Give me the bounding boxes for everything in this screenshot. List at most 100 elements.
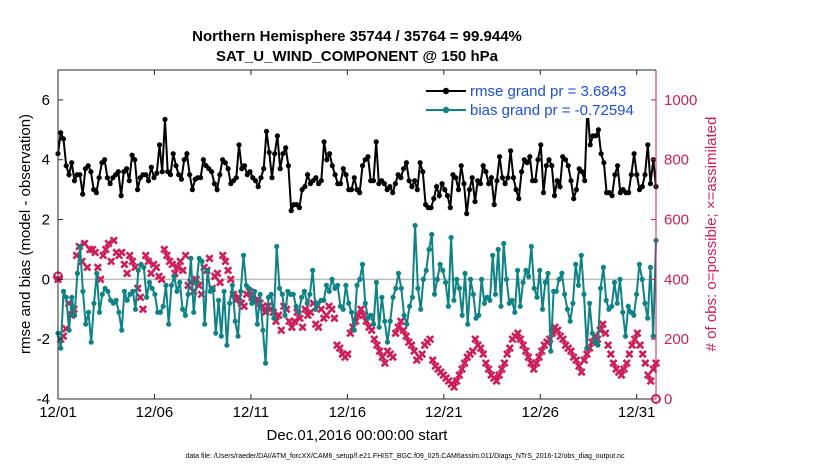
rmse-point [455,187,462,193]
x-tick-label: 12/06 [136,404,174,421]
bias-point [509,297,515,303]
rmse-point [508,148,514,154]
rmse-point [549,163,555,169]
bias-point [545,270,551,276]
rmse-point [439,181,445,187]
bias-point [335,282,341,288]
bias-point [440,267,446,273]
obs-assimilated-marker [370,335,379,344]
bias-point [581,291,587,297]
bias-point [290,291,296,297]
bias-point [238,288,244,294]
bias-point [434,276,440,282]
rmse-point [63,163,69,169]
rmse-point [148,164,154,170]
bias-point [91,300,97,306]
bias-point [445,303,451,309]
rmse-point [502,181,508,187]
rmse-point [571,196,577,202]
rmse-point [381,181,387,187]
bias-point [501,240,507,247]
bias-point [531,285,537,291]
obs-assimilated-marker [141,251,150,260]
rmse-point [573,187,580,193]
bias-point [293,303,299,309]
obs-assimilated-marker [162,251,172,260]
rmse-point [200,157,206,163]
bias-point [124,297,130,303]
rmse-point [483,169,489,175]
obs-assimilated-marker [471,335,480,344]
rmse-point [628,172,634,178]
obs-assimilated-marker [500,358,509,368]
bias-point [182,312,188,318]
obs-assimilated-marker [335,344,344,353]
bias-point [562,291,568,297]
y-tick-label: -2 [37,331,50,348]
bias-point [354,282,360,288]
obs-assimilated-marker [168,260,177,269]
bias-point [534,294,540,300]
x-tick-label: 12/21 [425,404,463,421]
plot-area [58,70,656,399]
rmse-point [156,142,163,148]
obs-assimilated-marker [622,358,631,368]
y-tick-label: 2 [42,212,50,229]
obs-assimilated-marker [152,263,161,272]
obs-assimilated-marker [649,364,658,374]
obs-assimilated-marker [388,353,397,362]
bias-point [224,342,230,348]
rmse-point [71,178,78,184]
bias-point [312,306,319,312]
rmse-point [582,178,588,184]
obs-assimilated-marker [479,350,488,359]
x-tick-label: 12/31 [618,404,656,421]
rmse-point [60,136,67,142]
rmse-point [115,169,121,175]
bias-point [88,339,94,345]
rmse-point [258,175,264,181]
rmse-point [80,191,86,197]
rmse-point [472,199,478,205]
bias-point [271,315,277,321]
bias-point [407,303,413,309]
obs-assimilated-marker [643,370,653,380]
obs-assimilated-marker [521,347,530,356]
bias-point [647,264,654,270]
rmse-point [102,157,108,163]
rmse-point [612,172,618,178]
rmse-point [565,163,571,169]
bias-point [63,294,69,300]
rmse-point [642,172,648,178]
obs-assimilated-marker [492,376,501,386]
chart-title-line-1: Northern Hemisphere 35744 / 35764 = 99.9… [192,28,522,45]
bias-point [454,276,460,282]
rmse-point [370,178,377,184]
rmse-point [532,178,538,184]
bias-point [553,288,559,294]
bias-point [83,321,89,327]
bias-point [429,231,435,238]
rmse-point [595,127,602,133]
rmse-point [535,157,541,163]
bias-point [307,291,313,297]
bias-point [141,264,147,270]
bias-point [487,297,493,303]
bias-point [384,339,391,345]
bias-point [639,276,645,282]
bias-point [246,285,252,291]
bias-point [584,345,590,351]
bias-point [526,273,532,279]
rmse-point [247,169,253,175]
rmse-point [209,169,215,175]
bias-point [276,285,283,291]
bias-point [202,321,208,327]
obs-assimilated-marker [96,275,105,284]
bias-point [180,306,186,312]
x-tick-label: 12/16 [329,404,367,421]
rmse-point [222,160,228,166]
rmse-point [587,142,593,148]
obs-assimilated-marker [287,323,297,332]
obs-assimilated-marker [633,329,642,338]
rmse-point [403,160,409,166]
